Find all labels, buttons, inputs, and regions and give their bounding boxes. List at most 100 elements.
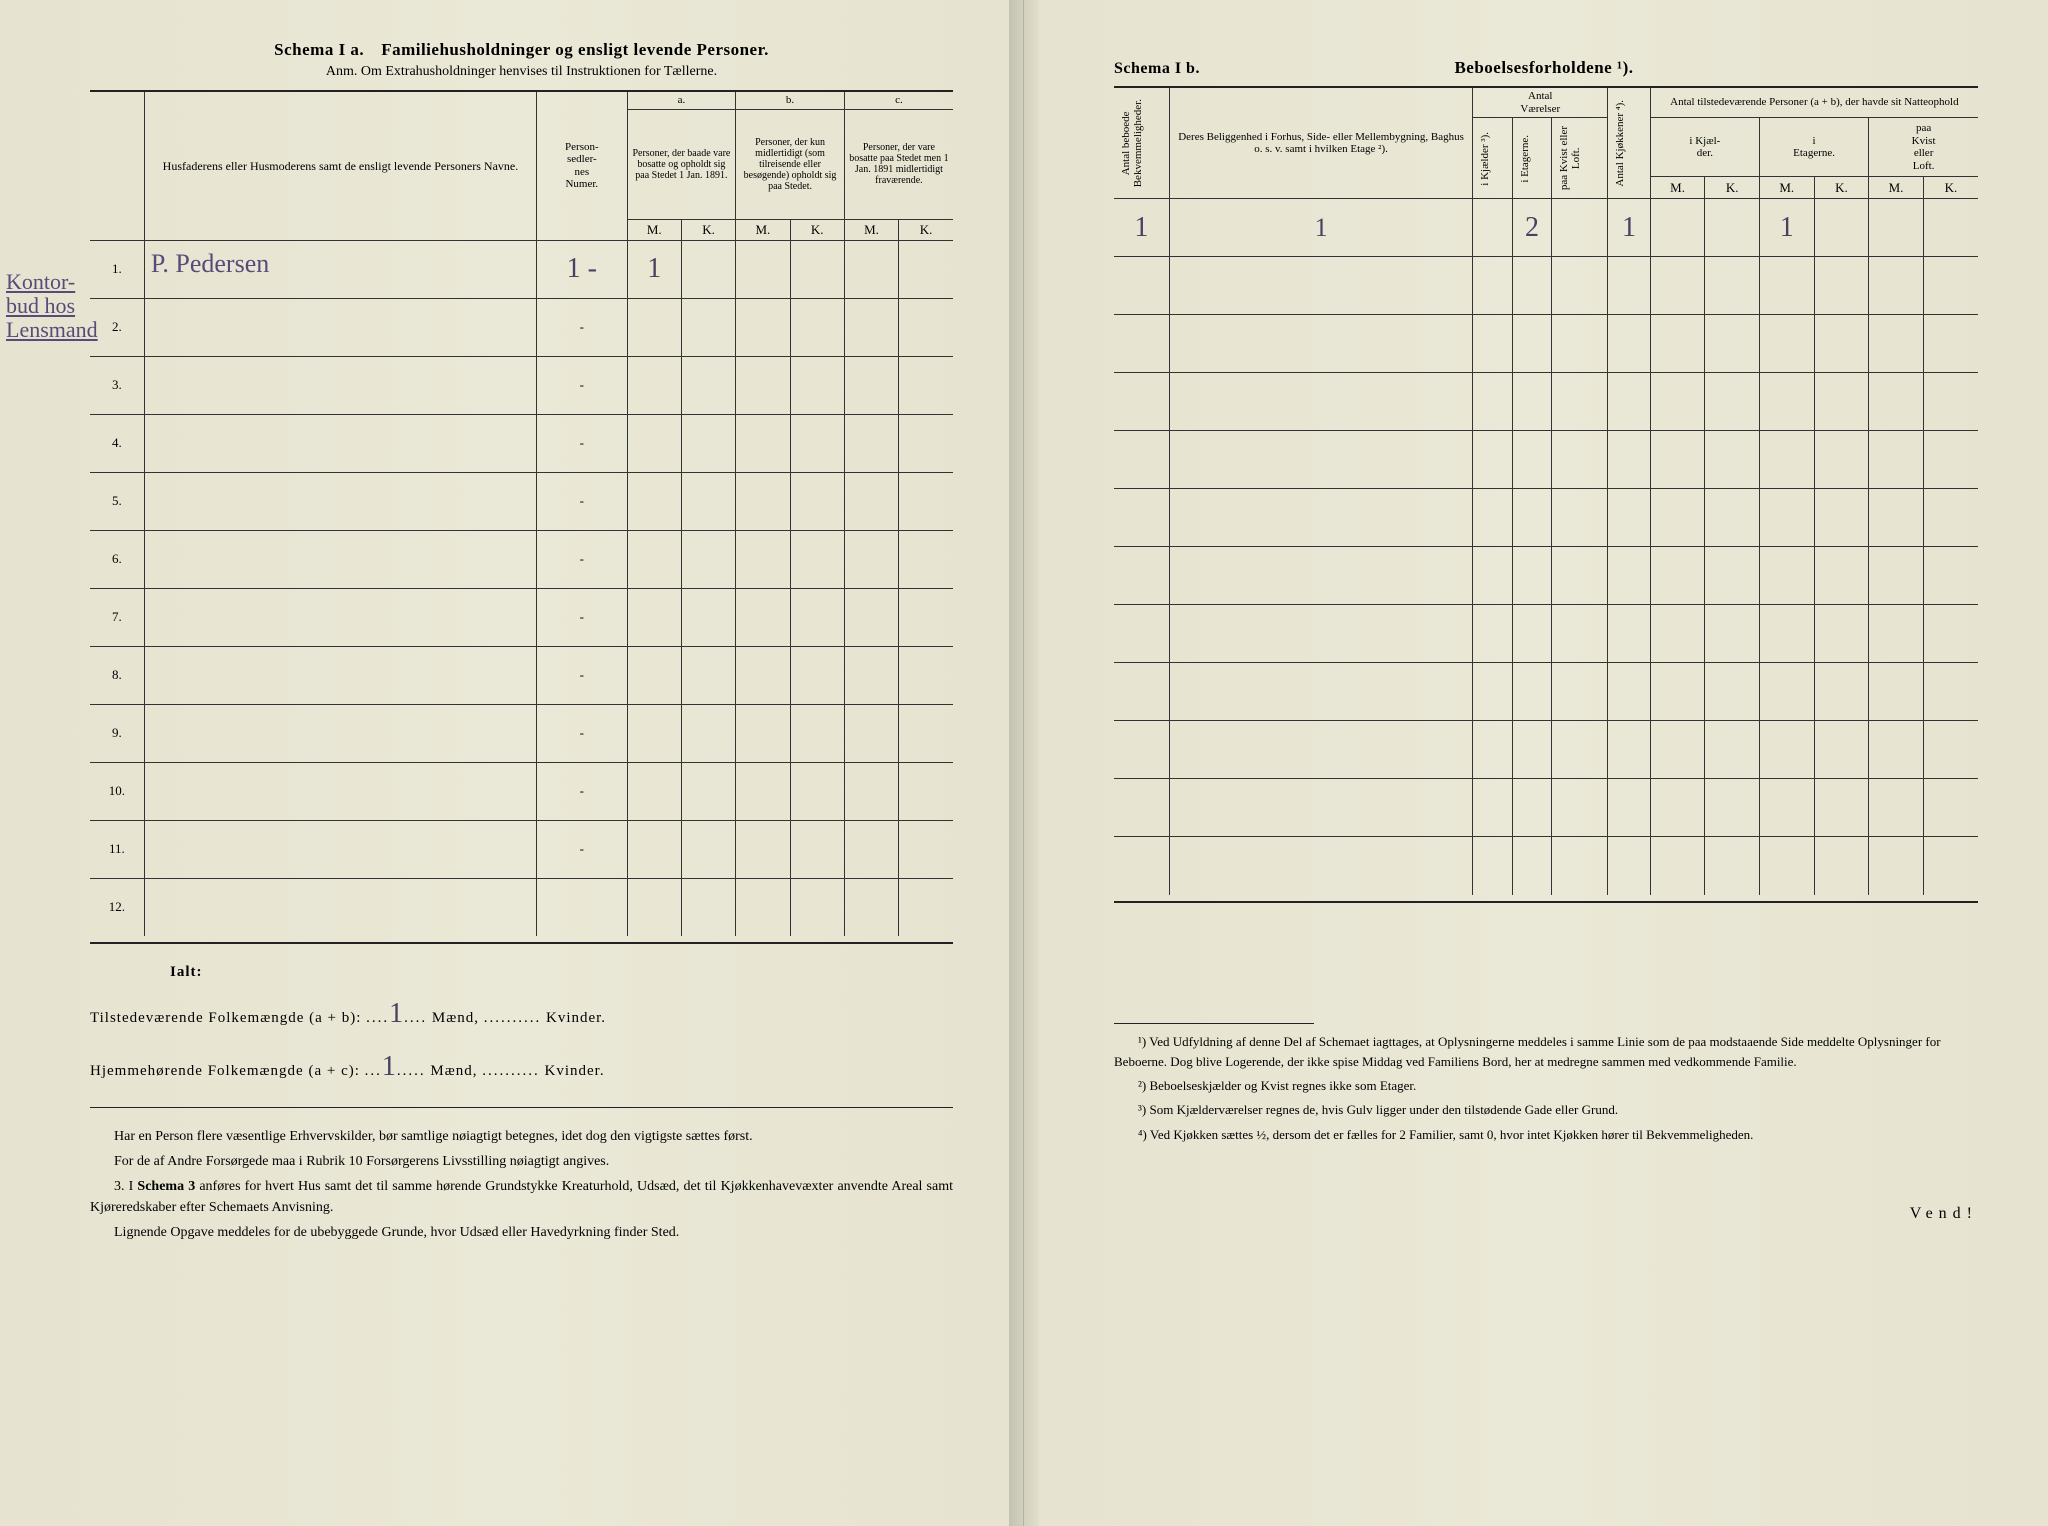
schema-1a-label: Schema I a. (274, 40, 364, 59)
rownum: 4. (112, 435, 122, 450)
rownum: 11. (109, 841, 125, 856)
rownum: 9. (112, 725, 122, 740)
fn4: ⁴) Ved Kjøkken sættes ½, dersom det er f… (1114, 1125, 1978, 1145)
m1: M. (647, 222, 662, 237)
rownum: 7. (112, 609, 122, 624)
col-antal-bekv: Antal beboede Bekvemmeligheder. (1118, 93, 1146, 193)
col-antal-vaer: Antal Værelser (1520, 90, 1560, 115)
rk3: K. (1945, 180, 1958, 195)
hw-margin-3: Lensmand (6, 317, 98, 342)
col-names: Husfaderens eller Husmoderens samt de en… (163, 159, 519, 173)
table-row (1114, 605, 1978, 663)
divider (1114, 901, 1978, 903)
table-row (1114, 779, 1978, 837)
rm3: M. (1889, 180, 1904, 195)
col-etagerne: i Etagerne. (1517, 129, 1533, 189)
rownum: 1. (112, 261, 122, 276)
k1: K. (702, 222, 715, 237)
col-ietag: i Etagerne. (1793, 135, 1835, 160)
schema-1b-label: Schema I b. (1114, 60, 1200, 78)
left-page: Kontor- bud hos Lensmand Schema I a. Fam… (0, 0, 1024, 1526)
table-row: 6.- (90, 530, 953, 588)
table-row (1114, 373, 1978, 431)
rownum: 12. (109, 899, 125, 914)
table-row: 1 1 2 1 1 (1114, 199, 1978, 257)
kvinder1: Kvinder. (546, 1010, 606, 1026)
col-ikjaeld: i Kjæl- der. (1689, 135, 1720, 160)
schema-1a-table: Husfaderens eller Husmoderens samt de en… (90, 92, 953, 936)
hw-a-m: 1 (647, 253, 661, 284)
body-p4: Lignende Opgave meddeles for de ubebygge… (90, 1222, 953, 1243)
table-row (1114, 431, 1978, 489)
rownum: 10. (109, 783, 125, 798)
maend1: Mænd, (432, 1010, 479, 1026)
body-p2: For de af Andre Forsørgede maa i Rubrik … (90, 1151, 953, 1172)
table-row: 8.- (90, 646, 953, 704)
sum1-label: Tilstedeværende Folkemængde (a + b): (90, 1010, 361, 1026)
table-row (1114, 721, 1978, 779)
hw-sum1: 1 (389, 998, 404, 1029)
grp-c-text: Personer, der vare bosatte paa Stedet me… (849, 142, 948, 186)
body-p3a: 3. I (114, 1179, 137, 1194)
grp-b-text: Personer, der kun midlertidigt (som tilr… (744, 137, 837, 192)
table-row: 3.- (90, 356, 953, 414)
schema-1a-title: Familiehusholdninger og ensligt levende … (381, 40, 769, 59)
table-row (1114, 663, 1978, 721)
m2: M. (755, 222, 770, 237)
margin-handwriting: Kontor- bud hos Lensmand (6, 270, 96, 343)
rownum: 3. (112, 377, 122, 392)
table-row: 10.- (90, 762, 953, 820)
body-p3c: anføres for hvert Hus samt det til samme… (90, 1179, 953, 1215)
body-p1: Har en Person flere væsentlige Erhvervsk… (90, 1126, 953, 1147)
hw-name: P. Pedersen (151, 249, 269, 279)
hw-ps: 1 - (567, 253, 597, 284)
hw-r1-etg: 2 (1525, 212, 1539, 243)
left-body-text: Har en Person flere væsentlige Erhvervsk… (90, 1126, 953, 1243)
right-page: Schema I b. Beboelsesforholdene ¹). Anta… (1024, 0, 2048, 1526)
table-row (1114, 837, 1978, 895)
hw-r1-etgM: 1 (1780, 212, 1794, 243)
footnotes: ¹) Ved Udfyldning af denne Del af Schema… (1114, 1023, 1978, 1145)
maend2: Mænd, (430, 1063, 477, 1079)
body-p3b: Schema 3 (137, 1179, 195, 1194)
ialt: Ialt: (170, 964, 203, 980)
fn3: ³) Som Kjælderværelser regnes de, hvis G… (1114, 1100, 1978, 1120)
col-paakvist: paa Kvist eller Loft. (1912, 122, 1936, 172)
rm2: M. (1779, 180, 1794, 195)
rownum: 8. (112, 667, 122, 682)
rk1: K. (1726, 180, 1739, 195)
m3: M. (864, 222, 879, 237)
rownum: 2. (112, 319, 122, 334)
table-row: 4.- (90, 414, 953, 472)
col-kjokkener: Antal Kjøkkener ⁴). (1612, 94, 1628, 193)
hw-r1-kjok: 1 (1622, 212, 1636, 243)
rownum: 5. (112, 493, 122, 508)
hw-margin-2: bud hos (6, 293, 75, 318)
table-row: 7.- (90, 588, 953, 646)
grp-a-text: Personer, der baade vare bosatte og opho… (632, 148, 730, 181)
dots: .... (366, 1010, 389, 1026)
hw-r1c2: 1 (1315, 213, 1328, 242)
table-row (1114, 257, 1978, 315)
fn2: ²) Beboelseskjælder og Kvist regnes ikke… (1114, 1076, 1978, 1096)
table-row: 11.- (90, 820, 953, 878)
grp-c: c. (895, 94, 903, 106)
vend: Vend! (1114, 1205, 1978, 1223)
table-row: 2.- (90, 298, 953, 356)
hw-sum2: 1 (382, 1051, 397, 1082)
fn1: ¹) Ved Udfyldning af denne Del af Schema… (1114, 1032, 1978, 1072)
book-spread: Kontor- bud hos Lensmand Schema I a. Fam… (0, 0, 2048, 1526)
left-anm: Anm. Om Extrahusholdninger henvises til … (90, 64, 953, 80)
col-belig: Deres Beliggenhed i Forhus, Side- eller … (1178, 131, 1464, 156)
rownum: 6. (112, 551, 122, 566)
table-row (1114, 315, 1978, 373)
summary-block: Ialt: Tilstedeværende Folkemængde (a + b… (90, 958, 953, 1093)
table-row: 9.- (90, 704, 953, 762)
col-kjaelder: i Kjælder ³). (1477, 126, 1493, 192)
schema-1b-table: Antal beboede Bekvemmeligheder. Deres Be… (1114, 88, 1978, 895)
grp-b: b. (786, 94, 794, 106)
sum2-label: Hjemmehørende Folkemængde (a + c): (90, 1063, 360, 1079)
hw-margin-1: Kontor- (6, 269, 75, 294)
schema-1b-title: Beboelsesforholdene ¹). (1454, 58, 1633, 78)
hw-r1c1: 1 (1134, 212, 1148, 243)
